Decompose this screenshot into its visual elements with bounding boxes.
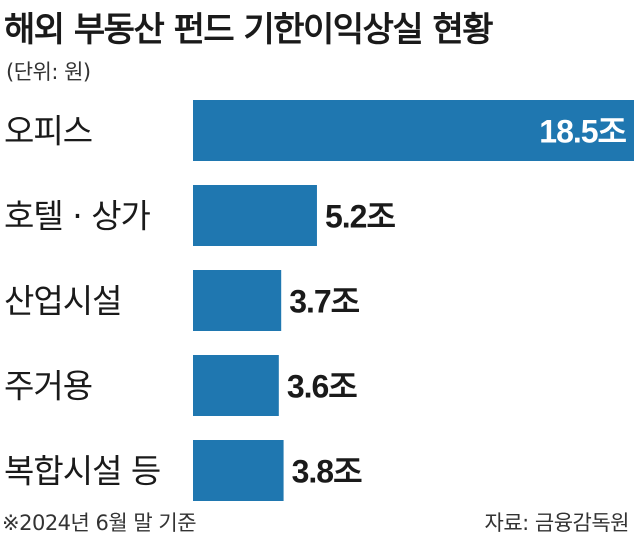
bar — [193, 355, 279, 416]
bar — [193, 185, 317, 246]
source-note: 자료: 금융감독원 — [484, 511, 630, 535]
category-label: 산업시설 — [4, 282, 121, 321]
value-label: 18.5조 — [539, 114, 626, 150]
unit-note: (단위: 원) — [6, 60, 91, 84]
category-label: 호텔 · 상가 — [4, 197, 151, 236]
bar — [193, 270, 282, 331]
bar — [193, 100, 634, 161]
value-label: 3.6조 — [287, 369, 357, 405]
bar — [193, 440, 284, 501]
chart-title: 해외 부동산 펀드 기한이익상실 현황 — [4, 10, 494, 50]
value-label: 3.7조 — [289, 284, 359, 320]
category-label: 복합시설 등 — [4, 452, 160, 491]
category-label: 오피스 — [4, 112, 92, 151]
category-label: 주거용 — [4, 367, 92, 406]
value-label: 5.2조 — [325, 199, 395, 235]
value-label: 3.8조 — [292, 454, 362, 490]
footnote: ※2024년 6월 말 기준 — [2, 511, 197, 535]
